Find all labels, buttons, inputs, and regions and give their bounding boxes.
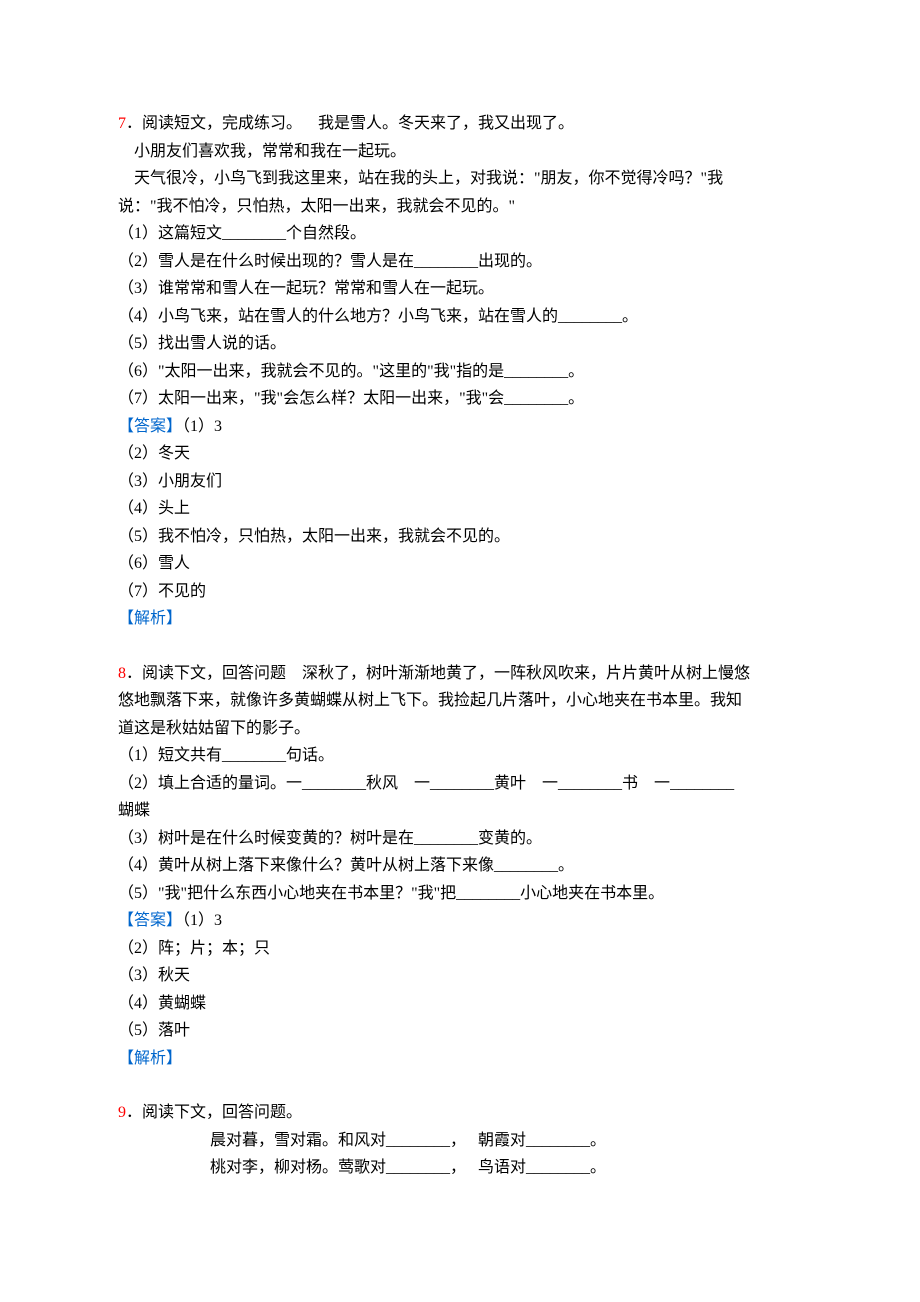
q8-answer-line4: （4）黄蝴蝶	[118, 990, 810, 1018]
blank: ________	[558, 303, 622, 331]
blank: ________	[526, 1154, 590, 1182]
explain-label: 【解析】	[118, 1050, 182, 1067]
spacer	[118, 1072, 810, 1099]
page-content: 7．阅读短文，完成练习。 我是雪人。冬天来了，我又出现了。 小朋友们喜欢我，常常…	[0, 0, 920, 1222]
q8-stem-line1: 8．阅读下文，回答问题 深秋了，树叶渐渐地黄了，一阵秋风吹来，片片黄叶从树上慢悠	[118, 660, 810, 688]
q7-period: ．	[126, 115, 142, 132]
q8-answer-line2: （2）阵；片；本；只	[118, 935, 810, 963]
blank: ________	[494, 852, 558, 880]
q8-sub2-line1: （2）填上合适的量词。一________秋风 一________黄叶 一____…	[118, 770, 810, 798]
q7-sub3: （3）谁常常和雪人在一起玩？常常和雪人在一起玩。	[118, 275, 810, 303]
q8-answer-line5: （5）落叶	[118, 1017, 810, 1045]
q7-stem-line3a: 天气很冷，小鸟飞到我这里来，站在我的头上，对我说："朋友，你不觉得冷吗？"我	[118, 165, 810, 193]
q8-answer-line3: （3）秋天	[118, 962, 810, 990]
blank: ________	[414, 248, 478, 276]
blank: ________	[430, 770, 494, 798]
q9-verse1: 晨对暮，雪对霜。和风对________， 朝霞对________。	[118, 1127, 810, 1155]
blank: ________	[302, 770, 366, 798]
q8-answer-line1: 【答案】（1）3	[118, 907, 810, 935]
blank: ________	[222, 220, 286, 248]
blank: ________	[414, 825, 478, 853]
blank: ________	[222, 742, 286, 770]
blank: ________	[386, 1127, 450, 1155]
explain-label: 【解析】	[118, 610, 182, 627]
q7-number: 7	[118, 115, 126, 132]
q9-period: ．	[126, 1104, 142, 1121]
blank: ________	[558, 770, 622, 798]
q7-answer-line4: （4）头上	[118, 495, 810, 523]
q7-sub4: （4）小鸟飞来，站在雪人的什么地方？小鸟飞来，站在雪人的________。	[118, 303, 810, 331]
q9-stem: 9．阅读下文，回答问题。	[118, 1099, 810, 1127]
q7-stem-line2: 小朋友们喜欢我，常常和我在一起玩。	[118, 138, 810, 166]
q8-sub5: （5）"我"把什么东西小心地夹在书本里？"我"把________小心地夹在书本里…	[118, 880, 810, 908]
q7-sub7: （7）太阳一出来，"我"会怎么样？太阳一出来，"我"会________。	[118, 385, 810, 413]
q8-sub4: （4）黄叶从树上落下来像什么？黄叶从树上落下来像________。	[118, 852, 810, 880]
q9-verse2: 桃对李，柳对杨。莺歌对________， 鸟语对________。	[118, 1154, 810, 1182]
q9-stem-text: 阅读下文，回答问题。	[142, 1104, 302, 1121]
q7-answer-line7: （7）不见的	[118, 578, 810, 606]
q7-answer-line2: （2）冬天	[118, 440, 810, 468]
q7-explain: 【解析】	[118, 605, 810, 633]
q8-sub1: （1）短文共有________句话。	[118, 742, 810, 770]
q7-sub5: （5）找出雪人说的话。	[118, 330, 810, 358]
q7-answer-line6: （6）雪人	[118, 550, 810, 578]
q7-answer-line1: 【答案】（1）3	[118, 413, 810, 441]
blank: ________	[670, 770, 734, 798]
q8-sub2-line2: 蝴蝶	[118, 797, 810, 825]
q8-explain: 【解析】	[118, 1045, 810, 1073]
q7-stem-line3b: 说："我不怕冷，只怕热，太阳一出来，我就会不见的。"	[118, 193, 810, 221]
blank: ________	[456, 880, 520, 908]
q7-answer-line5: （5）我不怕冷，只怕热，太阳一出来，我就会不见的。	[118, 523, 810, 551]
blank: ________	[526, 1127, 590, 1155]
q8-stem-line3: 道这是秋姑姑留下的影子。	[118, 715, 810, 743]
q8-sub3: （3）树叶是在什么时候变黄的？树叶是在________变黄的。	[118, 825, 810, 853]
answer-label: 【答案】	[118, 912, 182, 929]
q8-stem-line2: 悠地飘落下来，就像许多黄蝴蝶从树上飞下。我捡起几片落叶，小心地夹在书本里。我知	[118, 687, 810, 715]
spacer	[118, 633, 810, 660]
blank: ________	[504, 358, 568, 386]
blank: ________	[386, 1154, 450, 1182]
answer-label: 【答案】	[118, 418, 182, 435]
q8-number: 8	[118, 665, 126, 682]
q7-stem-text1: 阅读短文，完成练习。 我是雪人。冬天来了，我又出现了。	[142, 115, 574, 132]
q9-number: 9	[118, 1104, 126, 1121]
q8-stem-text-a: 阅读下文，回答问题 深秋了，树叶渐渐地黄了，一阵秋风吹来，片片黄叶从树上慢悠	[142, 665, 750, 682]
q7-sub1: （1）这篇短文________个自然段。	[118, 220, 810, 248]
q8-period: ．	[126, 665, 142, 682]
blank: ________	[504, 385, 568, 413]
q7-stem-line1: 7．阅读短文，完成练习。 我是雪人。冬天来了，我又出现了。	[118, 110, 810, 138]
q7-sub6: （6）"太阳一出来，我就会不见的。"这里的"我"指的是________。	[118, 358, 810, 386]
q7-answer-line3: （3）小朋友们	[118, 468, 810, 496]
q7-sub2: （2）雪人是在什么时候出现的？雪人是在________出现的。	[118, 248, 810, 276]
